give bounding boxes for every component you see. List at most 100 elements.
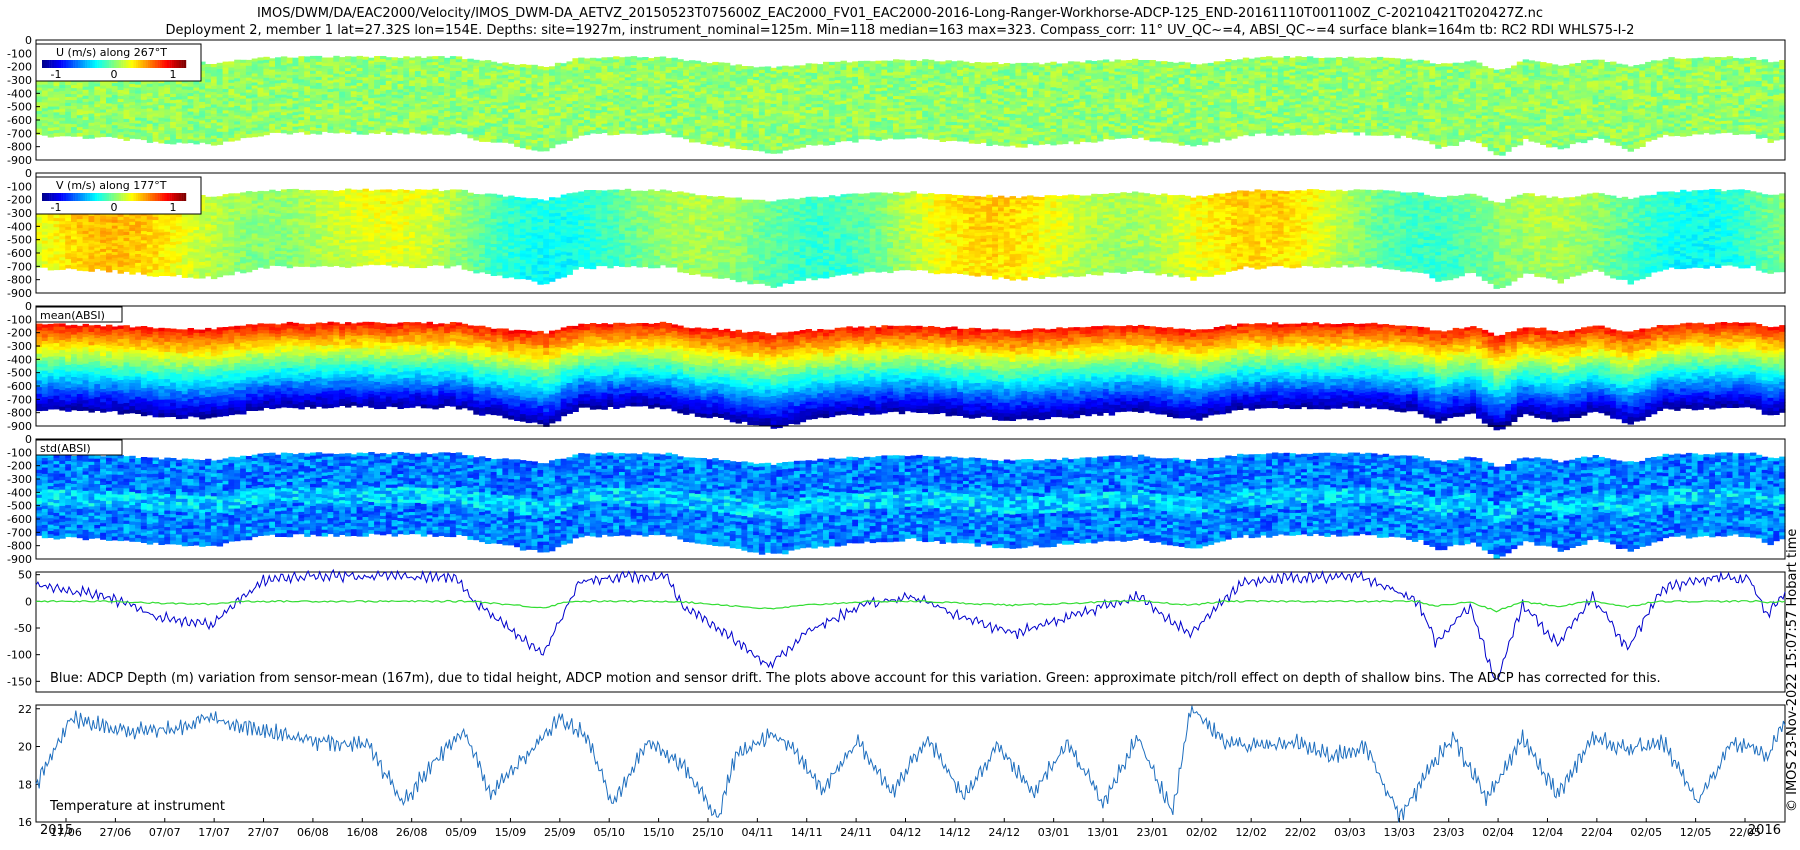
y-tick-label: -400 [7, 87, 32, 100]
x-start-year: 2015 [40, 823, 73, 838]
y-tick-label: 0 [25, 300, 32, 313]
y-tick-label: -400 [7, 220, 32, 233]
x-tick-label: 23/01 [1137, 826, 1169, 839]
x-tick-label: 12/04 [1532, 826, 1564, 839]
x-tick-label: 23/03 [1433, 826, 1465, 839]
y-tick-label: -900 [7, 287, 32, 300]
x-tick-label: 12/05 [1680, 826, 1712, 839]
x-tick-label: 24/12 [988, 826, 1020, 839]
y-tick-label: -400 [7, 486, 32, 499]
heatmap-panel-1 [36, 56, 1786, 156]
y-tick-label: -200 [7, 194, 32, 207]
x-tick-label: 12/02 [1235, 826, 1267, 839]
x-tick-label: 14/11 [791, 826, 823, 839]
x-tick-label: 06/08 [297, 826, 329, 839]
y-tick-label: -400 [7, 353, 32, 366]
y-tick-label: -800 [7, 407, 32, 420]
panel-label: mean(ABSI) [40, 309, 105, 322]
x-tick-label: 04/12 [890, 826, 922, 839]
y-tick-label: -100 [7, 446, 32, 459]
colorbar-legend: V (m/s) along 177°T -1 0 1 [36, 177, 201, 214]
x-tick-label: 04/11 [742, 826, 774, 839]
colorbar-tick: -1 [51, 201, 62, 214]
colorbar-tick: 1 [170, 68, 177, 81]
colorbar-tick: 0 [111, 201, 118, 214]
y-tick-label: -800 [7, 141, 32, 154]
y-tick-label: 0 [25, 34, 32, 47]
x-tick-label: 22/04 [1581, 826, 1613, 839]
x-tick-label: 02/04 [1482, 826, 1514, 839]
x-tick-label: 05/10 [593, 826, 625, 839]
y-tick-label: -300 [7, 207, 32, 220]
y-tick-label: -900 [7, 154, 32, 167]
y-tick-label: -900 [7, 553, 32, 566]
y-tick-label: 22 [18, 703, 32, 716]
x-tick-label: 14/12 [939, 826, 971, 839]
x-end-year: 2016 [1748, 823, 1781, 838]
y-tick-label: -200 [7, 61, 32, 74]
y-tick-label: -700 [7, 127, 32, 140]
y-tick-label: -600 [7, 380, 32, 393]
panel-label: std(ABSI) [40, 442, 91, 455]
y-tick-label: -100 [7, 649, 32, 662]
x-tick-label: 02/02 [1186, 826, 1218, 839]
x-tick-label: 13/01 [1087, 826, 1119, 839]
y-tick-label: -300 [7, 74, 32, 87]
y-tick-label: -700 [7, 526, 32, 539]
colorbar-tick: -1 [51, 68, 62, 81]
x-tick-label: 24/11 [840, 826, 872, 839]
y-tick-label: -600 [7, 513, 32, 526]
y-tick-label: -700 [7, 260, 32, 273]
x-tick-label: 15/10 [643, 826, 675, 839]
y-tick-label: -50 [14, 622, 32, 635]
x-tick-label: 15/09 [495, 826, 527, 839]
heatmap-panel-3 [36, 322, 1786, 431]
x-tick-label: 17/07 [198, 826, 230, 839]
temperature-annotation: Temperature at instrument [49, 799, 225, 814]
y-tick-label: -800 [7, 274, 32, 287]
panel-frame [36, 705, 1785, 822]
y-tick-label: -300 [7, 473, 32, 486]
x-tick-label: 26/08 [396, 826, 428, 839]
x-tick-label: 22/02 [1285, 826, 1317, 839]
y-tick-label: 0 [25, 433, 32, 446]
heatmap-panel-2 [36, 189, 1786, 289]
y-tick-label: -600 [7, 114, 32, 127]
colorbar-tick: 0 [111, 68, 118, 81]
y-tick-label: -600 [7, 247, 32, 260]
x-tick-label: 03/03 [1334, 826, 1366, 839]
y-tick-label: 16 [18, 816, 32, 829]
x-tick-label: 07/07 [149, 826, 181, 839]
y-tick-label: -500 [7, 101, 32, 114]
y-tick-label: -700 [7, 393, 32, 406]
y-tick-label: -500 [7, 500, 32, 513]
y-tick-label: -100 [7, 180, 32, 193]
copyright-note: © IMOS 23-Nov-2022 15:07:57 Hobart time [1785, 529, 1800, 812]
x-tick-label: 25/09 [544, 826, 576, 839]
y-tick-label: 0 [25, 595, 32, 608]
y-tick-label: 0 [25, 167, 32, 180]
colorbar-tick: 1 [170, 201, 177, 214]
y-tick-label: -200 [7, 327, 32, 340]
y-tick-label: -300 [7, 340, 32, 353]
colorbar-legend: U (m/s) along 267°T -1 0 1 [36, 44, 201, 81]
x-tick-label: 03/01 [1038, 826, 1070, 839]
y-tick-label: -200 [7, 460, 32, 473]
y-tick-label: -100 [7, 313, 32, 326]
y-tick-label: -500 [7, 367, 32, 380]
y-tick-label: 50 [18, 569, 32, 582]
x-tick-label: 25/10 [692, 826, 724, 839]
y-tick-label: 18 [18, 778, 32, 791]
colorbar-title: U (m/s) along 267°T [56, 46, 167, 59]
y-tick-label: -800 [7, 540, 32, 553]
y-tick-label: -150 [7, 675, 32, 688]
x-tick-label: 13/03 [1383, 826, 1415, 839]
heatmap-panel-4 [36, 452, 1786, 559]
x-tick-label: 27/06 [100, 826, 132, 839]
colorbar-title: V (m/s) along 177°T [56, 179, 167, 192]
depth-annotation: Blue: ADCP Depth (m) variation from sens… [50, 671, 1661, 686]
x-tick-label: 02/05 [1630, 826, 1662, 839]
y-tick-label: -900 [7, 420, 32, 433]
y-tick-label: 20 [18, 741, 32, 754]
